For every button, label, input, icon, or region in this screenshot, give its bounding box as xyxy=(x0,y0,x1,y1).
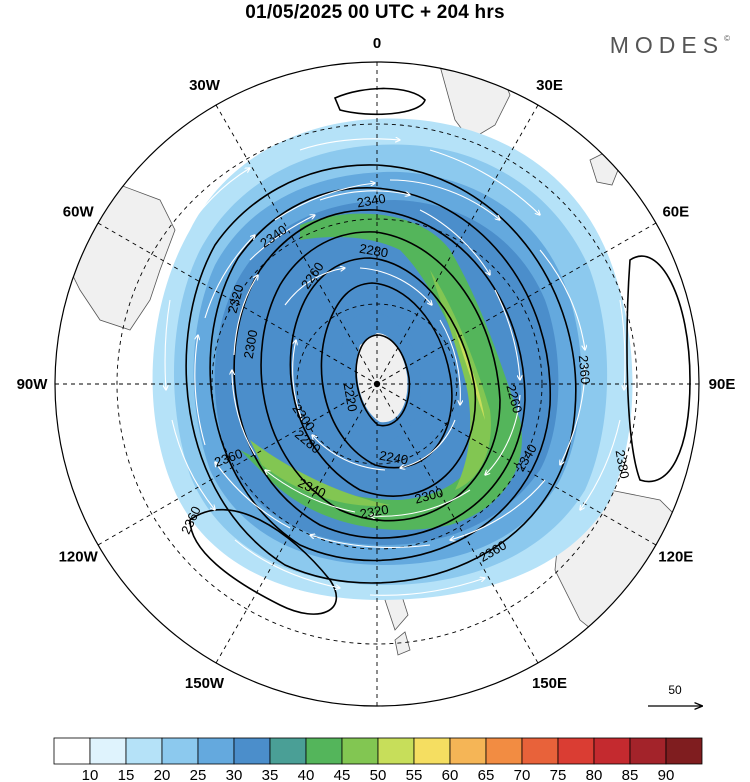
colorbar-tick-label: 25 xyxy=(190,767,207,782)
colorbar-tick-label: 70 xyxy=(514,767,531,782)
colorbar-swatch xyxy=(269,737,307,765)
colorbar-swatch xyxy=(161,737,199,765)
colorbar: 10 15 20 25 30 35 40 45 50 55 60 65 70 75 80 85 90 xyxy=(53,737,703,782)
contour-label: 2240 xyxy=(378,448,409,468)
colorbar-tick-label: 20 xyxy=(154,767,171,782)
longitude-label: 60W xyxy=(63,204,95,221)
colorbar-swatch xyxy=(665,737,703,765)
colorbar-swatch xyxy=(629,737,667,765)
map-boundary xyxy=(54,61,700,707)
contour-label: 2360 xyxy=(576,355,593,385)
colorbar-tick-label: 45 xyxy=(334,767,351,782)
colorbar-swatch xyxy=(341,737,379,765)
colorbar-tick-label: 35 xyxy=(262,767,279,782)
longitude-labels: 030E60E90E120E150E180150W120W90W60W30W xyxy=(17,35,736,760)
pole-dot-icon xyxy=(373,380,381,388)
colorbar-swatch xyxy=(413,737,451,765)
colorbar-swatch xyxy=(521,737,559,765)
longitude-label: 0 xyxy=(373,35,381,52)
colorbar-tick-label: 40 xyxy=(298,767,315,782)
wind-scale-label: 50 xyxy=(668,683,682,697)
longitude-label: 60E xyxy=(662,204,689,221)
colorbar-swatch xyxy=(593,737,631,765)
colorbar-tick-label: 30 xyxy=(226,767,243,782)
colorbar-tick-label: 80 xyxy=(586,767,603,782)
contour-label: 2280 xyxy=(358,241,389,261)
colorbar-tick-label: 60 xyxy=(442,767,459,782)
colorbar-swatch xyxy=(125,737,163,765)
longitude-label: 90W xyxy=(17,376,49,393)
longitude-label: 120W xyxy=(59,549,99,566)
colorbar-swatch xyxy=(89,737,127,765)
colorbar-tick-label: 90 xyxy=(658,767,675,782)
colorbar-swatch xyxy=(233,737,271,765)
longitude-label: 150E xyxy=(532,675,567,692)
colorbar-swatch xyxy=(449,737,487,765)
contour-label: 2320 xyxy=(359,502,390,522)
colorbar-swatch xyxy=(197,737,235,765)
longitude-label: 30E xyxy=(536,77,563,94)
longitude-label: 120E xyxy=(658,549,693,566)
contour-label: 2300 xyxy=(241,329,261,360)
brand-logo: MODES© xyxy=(609,32,730,58)
longitude-label: 90E xyxy=(709,376,736,393)
colorbar-tick-label: 85 xyxy=(622,767,639,782)
wind-scale: 50 xyxy=(648,683,702,706)
colorbar-tick-label: 10 xyxy=(82,767,99,782)
colorbar-swatch xyxy=(557,737,595,765)
colorbar-swatch xyxy=(53,737,91,765)
colorbar-tick-label: 55 xyxy=(406,767,423,782)
contour-label: 2220 xyxy=(341,382,361,413)
longitude-label: 150W xyxy=(185,675,225,692)
contour-label: 2380 xyxy=(613,449,633,480)
wind-vectors xyxy=(165,139,625,596)
contour-label: 2320 xyxy=(225,283,247,315)
longitude-label: 30W xyxy=(189,77,221,94)
map-disk xyxy=(55,62,699,706)
colorbar-tick-label: 50 xyxy=(370,767,387,782)
colorbar-tick-label: 75 xyxy=(550,767,567,782)
colorbar-swatch xyxy=(305,737,343,765)
contour-label: 2300 xyxy=(413,485,445,507)
colorbar-tick-label: 65 xyxy=(478,767,495,782)
colorbar-swatch xyxy=(377,737,415,765)
contour-label: 2260 xyxy=(503,383,525,415)
colorbar-swatch xyxy=(485,737,523,765)
colorbar-tick-label: 15 xyxy=(118,767,135,782)
map-title: 01/05/2025 00 UTC + 204 hrs xyxy=(245,2,505,23)
contour-label: 2340 xyxy=(356,191,387,211)
